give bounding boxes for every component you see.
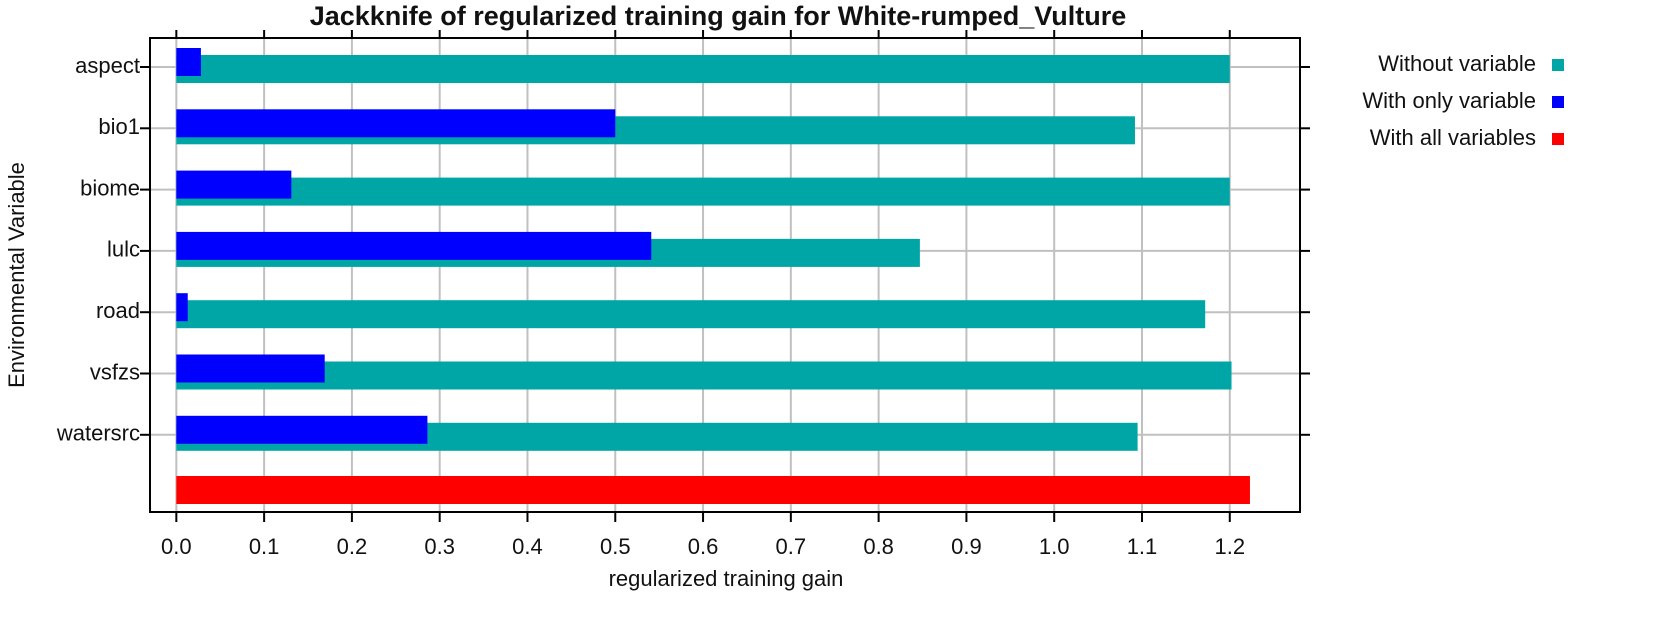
x-tick-label: 0.3 [424,534,455,559]
y-tick-label: vsfzs [90,359,140,384]
x-tick-label: 0.4 [512,534,543,559]
x-tick-label: 0.5 [600,534,631,559]
x-tick-label: 0.2 [337,534,368,559]
bar [176,55,1230,83]
y-axis-label: Environmental Variable [4,162,29,388]
x-tick-label: 0.6 [688,534,719,559]
bar [176,354,325,383]
y-tick-label: watersrc [56,421,140,446]
y-tick-label: road [96,298,140,323]
x-tick-label: 0.0 [161,534,192,559]
legend-label: Without variable [1378,51,1536,76]
chart-title: Jackknife of regularized training gain f… [310,1,1127,31]
legend-swatch [1552,96,1564,108]
bar [176,177,1230,206]
x-tick-label: 1.1 [1127,534,1158,559]
x-axis-label: regularized training gain [609,566,844,591]
y-tick-label: aspect [75,53,140,78]
bar [176,109,616,138]
y-tick-label: biome [80,175,140,200]
legend-swatch [1552,59,1564,71]
x-tick-label: 1.0 [1039,534,1070,559]
y-tick-label: bio1 [98,114,140,139]
legend-label: With only variable [1362,88,1536,113]
y-tick-label: lulc [107,237,140,262]
bar [176,361,1232,390]
x-tick-label: 1.2 [1214,534,1245,559]
legend-label: With all variables [1370,125,1536,150]
plot-frame [149,37,1301,513]
bar [176,476,1250,504]
x-tick-label: 0.8 [863,534,894,559]
bar [176,231,652,260]
bar [176,293,188,322]
bar [176,170,292,199]
bar [176,48,201,76]
x-tick-label: 0.1 [249,534,280,559]
bar [176,300,1206,329]
x-tick-label: 0.7 [776,534,807,559]
bar [176,415,428,444]
x-tick-label: 0.9 [951,534,982,559]
legend-swatch [1552,133,1564,145]
